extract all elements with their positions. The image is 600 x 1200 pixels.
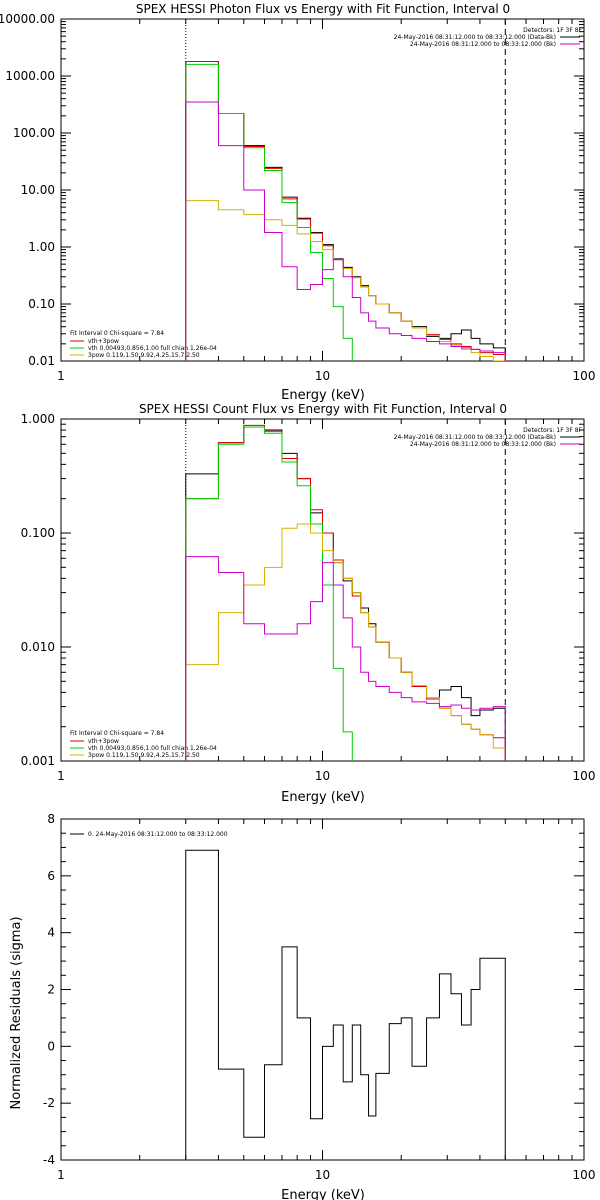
residuals-xlabel: Energy (keV) — [281, 1188, 365, 1200]
residuals-x-tick-label: 1 — [57, 1168, 65, 1182]
photon-legend-entry-data: 24-May-2016 08:31:12.000 to 08:33:12.000… — [394, 34, 556, 41]
count-legend-entry-data: 24-May-2016 08:31:12.000 to 08:33:12.000… — [394, 434, 556, 441]
count-fit-legend-header: Fit Interval 0 Chi-square = 7.84 — [70, 730, 164, 737]
count-flux-x-tick-label: 1 — [57, 769, 65, 783]
photon-fit-legend-3pow: 3pow 0.119,1.50,9.92,4.25,15.7,2.50 — [88, 352, 200, 359]
residuals-x-tick-label: 100 — [573, 1168, 596, 1182]
count-flux-x-tick-label: 10 — [315, 769, 330, 783]
photon-flux-y-tick-label: 1000.00 — [5, 69, 55, 83]
residuals-y-tick-label: 2 — [47, 983, 55, 997]
photon-flux-y-tick-label: 10.00 — [21, 183, 55, 197]
count-flux-x-tick-label: 100 — [573, 769, 596, 783]
photon-legend-entry-bk: 24-May-2016 08:31:12.000 to 08:33:12.000… — [410, 41, 556, 48]
photon-legend-header: Detectors: 1F 3F 8F — [523, 27, 582, 34]
photon-flux-x-tick-label: 100 — [573, 369, 596, 383]
residuals-y-tick-label: -4 — [43, 1153, 55, 1167]
count-legend-header: Detectors: 1F 3F 8F — [523, 427, 582, 434]
residuals-panel: Energy (keV) Normalized Residuals (sigma… — [9, 812, 595, 1200]
photon-flux-title: SPEX HESSI Photon Flux vs Energy with Fi… — [136, 2, 510, 16]
count-fit-legend-vth: vth 0.00493,0.856,1.00 full chian 1.26e-… — [88, 745, 217, 752]
photon-flux-series-4-line — [185, 101, 506, 361]
residuals-y-tick-label: 4 — [47, 926, 55, 940]
count-fit-legend-3pow: 3pow 0.119,1.50,9.92,4.25,15.7,2.50 — [88, 752, 200, 759]
photon-flux-panel: SPEX HESSI Photon Flux vs Energy with Fi… — [0, 2, 596, 403]
count-legend-entry-bk: 24-May-2016 08:31:12.000 to 08:33:12.000… — [410, 441, 556, 448]
count-flux-series-2-line — [185, 426, 353, 761]
residuals-y-tick-label: 6 — [47, 869, 55, 883]
photon-fit-legend-total: vth+3pow — [88, 338, 119, 345]
photon-flux-series-2-line — [185, 63, 353, 361]
photon-flux-x-tick-label: 1 — [57, 369, 65, 383]
residuals-x-tick-label: 10 — [315, 1168, 330, 1182]
residuals-legend-entry: 0. 24-May-2016 08:31:12.000 to 08:33:12.… — [88, 831, 228, 838]
count-flux-y-tick-label: 0.010 — [21, 640, 55, 654]
photon-fit-legend-header: Fit Interval 0 Chi-square = 7.84 — [70, 330, 164, 337]
photon-flux-y-tick-label: 0.01 — [28, 354, 55, 368]
photon-flux-y-tick-label: 10000.00 — [0, 12, 55, 26]
count-flux-y-tick-label: 1.000 — [21, 412, 55, 426]
count-flux-y-tick-label: 0.100 — [21, 526, 55, 540]
residuals-series-0-line — [185, 849, 506, 1160]
count-flux-series-1-line — [185, 424, 506, 761]
count-fit-legend-total: vth+3pow — [88, 738, 119, 745]
residuals-y-tick-label: -2 — [43, 1096, 55, 1110]
residuals-y-tick-label: 0 — [47, 1039, 55, 1053]
photon-flux-series-3-line — [185, 200, 506, 361]
count-flux-title: SPEX HESSI Count Flux vs Energy with Fit… — [139, 402, 507, 416]
photon-flux-y-tick-label: 100.00 — [13, 126, 55, 140]
count-flux-panel: SPEX HESSI Count Flux vs Energy with Fit… — [21, 402, 596, 805]
photon-flux-series-1-line — [185, 60, 506, 361]
residuals-ylabel: Normalized Residuals (sigma) — [9, 916, 24, 1109]
count-flux-xlabel: Energy (keV) — [281, 790, 365, 805]
count-flux-series-4-line — [185, 556, 506, 761]
photon-flux-y-tick-label: 1.00 — [28, 240, 55, 254]
residuals-y-tick-label: 8 — [47, 812, 55, 826]
photon-flux-xlabel: Energy (keV) — [281, 388, 365, 403]
photon-flux-series-0-line — [185, 60, 506, 361]
photon-fit-legend-vth: vth 0.00493,0.856,1.00 full chian 1.26e-… — [88, 345, 217, 352]
count-flux-y-tick-label: 0.001 — [21, 754, 55, 768]
photon-flux-y-tick-label: 0.10 — [28, 297, 55, 311]
photon-flux-x-tick-label: 10 — [315, 369, 330, 383]
count-flux-series-3-line — [185, 523, 506, 761]
